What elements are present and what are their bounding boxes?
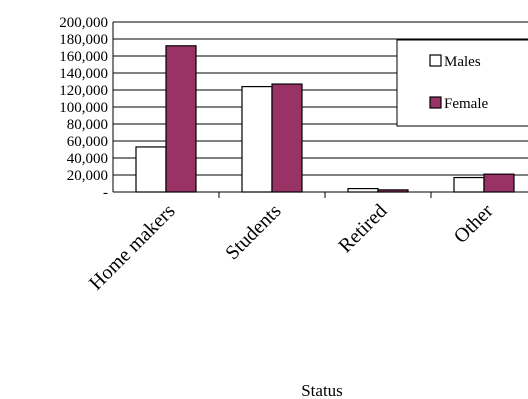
legend: Males Female	[396, 39, 528, 127]
y-tick-label: 200,000	[59, 15, 108, 31]
y-tick-label: 120,000	[59, 83, 108, 99]
legend-box	[396, 39, 528, 127]
y-tick-label: 40,000	[67, 151, 108, 167]
bar-males-retired	[347, 188, 379, 193]
bars	[135, 45, 515, 193]
bar-males-students	[241, 85, 273, 193]
legend-label-female: Female	[444, 96, 488, 112]
x-tick-label-home-makers: Home makers	[85, 200, 180, 295]
y-tick-label: 160,000	[59, 49, 108, 65]
x-tick-label-students: Students	[221, 200, 285, 264]
bar-female-home-makers	[165, 45, 197, 193]
bar-males-home-makers	[135, 146, 167, 193]
x-tick-labels: Home makers Students Retired Other	[85, 200, 498, 295]
x-tick-label-retired: Retired	[334, 200, 391, 257]
y-tick-label: 60,000	[67, 134, 108, 150]
legend-swatch-female	[429, 96, 442, 109]
y-tick-label: 100,000	[59, 100, 108, 116]
legend-label-males: Males	[444, 54, 481, 70]
y-tick-label: 80,000	[67, 117, 108, 133]
x-axis-label: Status	[301, 381, 343, 399]
y-tick-labels: -20,00040,00060,00080,000100,000120,0001…	[59, 15, 108, 201]
bar-female-students	[271, 83, 303, 193]
y-tick-label: 180,000	[59, 32, 108, 48]
y-tick-label: 140,000	[59, 66, 108, 82]
x-tick-label-other: Other	[450, 200, 498, 248]
bar-males-other	[453, 176, 485, 193]
y-tick-label: 20,000	[67, 168, 108, 184]
bar-female-other	[483, 173, 515, 193]
axes	[112, 22, 528, 198]
y-tick-label: -	[103, 185, 108, 201]
legend-swatch-males	[429, 54, 442, 67]
